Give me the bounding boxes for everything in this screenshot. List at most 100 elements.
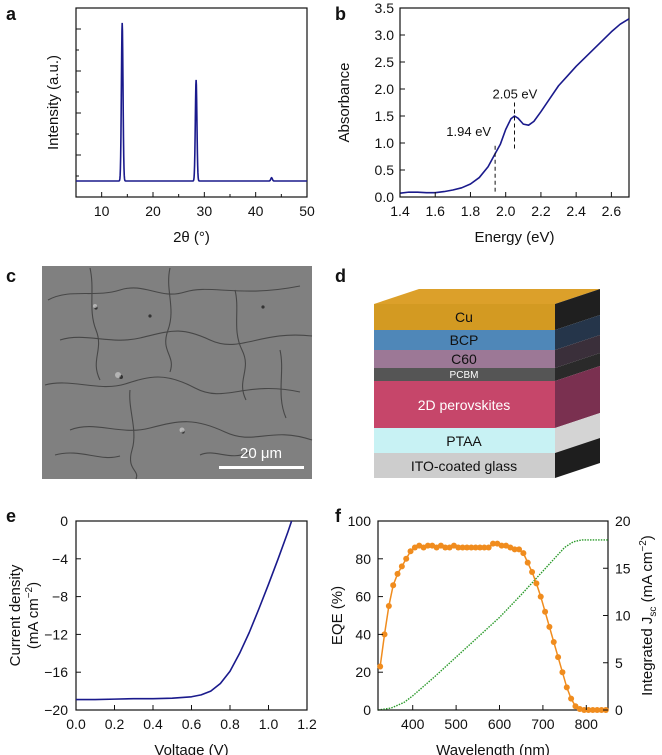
- eqe-point: [568, 695, 575, 702]
- x-tick-label: 1.0: [259, 716, 279, 732]
- eqe-point: [572, 703, 579, 710]
- scale-bar-label: 20 μm: [240, 445, 282, 462]
- eqe-line: [379, 542, 606, 711]
- eqe-point: [589, 707, 596, 713]
- y-tick-label: 0.0: [375, 189, 395, 205]
- eqe-point: [511, 546, 518, 553]
- jv-chart: 0.0 0.2 0.4 0.6 0.8 1.0 1.2 0 −4 −8 −12 −16 −20 Volta…: [7, 513, 317, 755]
- eqe-point: [463, 544, 470, 551]
- eqe-point: [485, 544, 492, 551]
- x-tick-label: 10: [94, 203, 110, 219]
- y-right-tick-label: 20: [615, 513, 631, 529]
- panel-label-c: c: [6, 266, 16, 286]
- y-axis-label: Current density: [7, 564, 24, 666]
- y-tick-label: 0: [60, 513, 68, 529]
- eqe-point: [407, 548, 414, 555]
- x-tick-label: 800: [575, 716, 599, 732]
- annotation-label: 1.94 eV: [446, 124, 491, 139]
- layer-c60: C60: [451, 351, 477, 367]
- eqe-point: [472, 544, 479, 551]
- x-tick-label: 0.2: [105, 716, 125, 732]
- eqe-chart: 400 500 600 700 800 0 20 40 60 80 100 0 5 10 15 20 Wavel…: [329, 513, 659, 755]
- eqe-point: [459, 544, 466, 551]
- y-axis-label: Intensity (a.u.): [45, 55, 62, 150]
- x-tick-label: 0.6: [182, 716, 202, 732]
- x-tick-label: 500: [444, 716, 468, 732]
- eqe-point: [455, 544, 462, 551]
- absorbance-line: [399, 18, 630, 195]
- x-tick-label: 2.0: [496, 203, 516, 219]
- x-tick-label: 1.8: [461, 203, 481, 219]
- y-tick-label: 0.5: [375, 162, 395, 178]
- x-tick-label: 1.2: [297, 716, 317, 732]
- eqe-point: [481, 544, 488, 551]
- x-tick-label: 40: [248, 203, 264, 219]
- eqe-point: [546, 623, 553, 630]
- eqe-point: [555, 654, 562, 661]
- y-tick-label: −16: [44, 664, 68, 680]
- y-tick-label: −20: [44, 702, 68, 718]
- y-tick-label: 3.0: [375, 27, 395, 43]
- x-tick-label: 2.2: [531, 203, 551, 219]
- x-tick-label: 2.4: [566, 203, 586, 219]
- sem-image: 20 μm: [42, 266, 313, 480]
- scale-bar: [219, 466, 304, 469]
- x-axis-label: Energy (eV): [474, 229, 554, 246]
- y-tick-label: 3.5: [375, 0, 395, 16]
- eqe-point: [468, 544, 475, 551]
- eqe-point: [424, 542, 431, 549]
- layer-perovskite: 2D perovskites: [418, 397, 511, 413]
- eqe-point: [390, 582, 397, 589]
- panel-label-b: b: [335, 4, 346, 24]
- layer-pcbm: PCBM: [450, 370, 479, 381]
- panel-label-f: f: [335, 506, 342, 526]
- eqe-point: [498, 542, 505, 549]
- plot-frame: [75, 520, 308, 711]
- layer-ptaa: PTAA: [446, 433, 482, 449]
- x-axis-label: Voltage (V): [154, 742, 228, 755]
- x-axis-label: Wavelength (nm): [436, 742, 550, 755]
- eqe-point: [377, 663, 384, 670]
- eqe-point: [581, 707, 588, 713]
- y-right-tick-label: 15: [615, 560, 631, 576]
- layer-bcp: BCP: [450, 332, 479, 348]
- x-tick-label: 50: [299, 203, 315, 219]
- x-tick-label: 600: [488, 716, 512, 732]
- x-axis-label: 2θ (°): [173, 229, 210, 246]
- x-tick-label: 700: [531, 716, 555, 732]
- panel-label-d: d: [335, 266, 346, 286]
- x-tick-label: 1.4: [390, 203, 410, 219]
- eqe-point: [529, 569, 536, 576]
- y-tick-label: 20: [355, 664, 371, 680]
- x-tick-label: 0.4: [143, 716, 163, 732]
- y-axis-label: EQE (%): [329, 586, 346, 645]
- y-tick-label: 2.0: [375, 81, 395, 97]
- x-tick-label: 30: [197, 203, 213, 219]
- eqe-point: [520, 550, 527, 557]
- x-tick-label: 20: [145, 203, 161, 219]
- y-right-tick-label: 0: [615, 702, 623, 718]
- x-tick-label: 400: [401, 716, 425, 732]
- jv-line: [76, 520, 293, 701]
- absorbance-chart: 1.4 1.6 1.8 2.0 2.2 2.4 2.6 0.0 0.5 1.0 1.5 2.0 2.5 3…: [336, 0, 630, 246]
- y-tick-label: 0: [363, 702, 371, 718]
- y-tick-label: 1.0: [375, 135, 395, 151]
- eqe-point: [403, 555, 410, 562]
- xrd-chart: 10 20 30 40 50 2θ (°) Intensity (a.u.): [45, 7, 315, 246]
- y-tick-label: 2.5: [375, 54, 395, 70]
- y-axis-label: Absorbance: [336, 62, 353, 142]
- y-right-tick-label: 10: [615, 608, 631, 624]
- y-tick-label: −4: [52, 551, 68, 567]
- y-right-tick-label: 5: [615, 655, 623, 671]
- eqe-point: [598, 707, 605, 713]
- eqe-point: [594, 707, 601, 713]
- y-tick-label: 60: [355, 589, 371, 605]
- panel-label-a: a: [6, 4, 17, 24]
- plot-frame: [75, 7, 308, 198]
- eqe-point: [563, 684, 570, 691]
- eqe-point: [476, 544, 483, 551]
- eqe-point: [559, 669, 566, 676]
- layer-cu: Cu: [455, 309, 473, 325]
- eqe-point: [533, 580, 540, 587]
